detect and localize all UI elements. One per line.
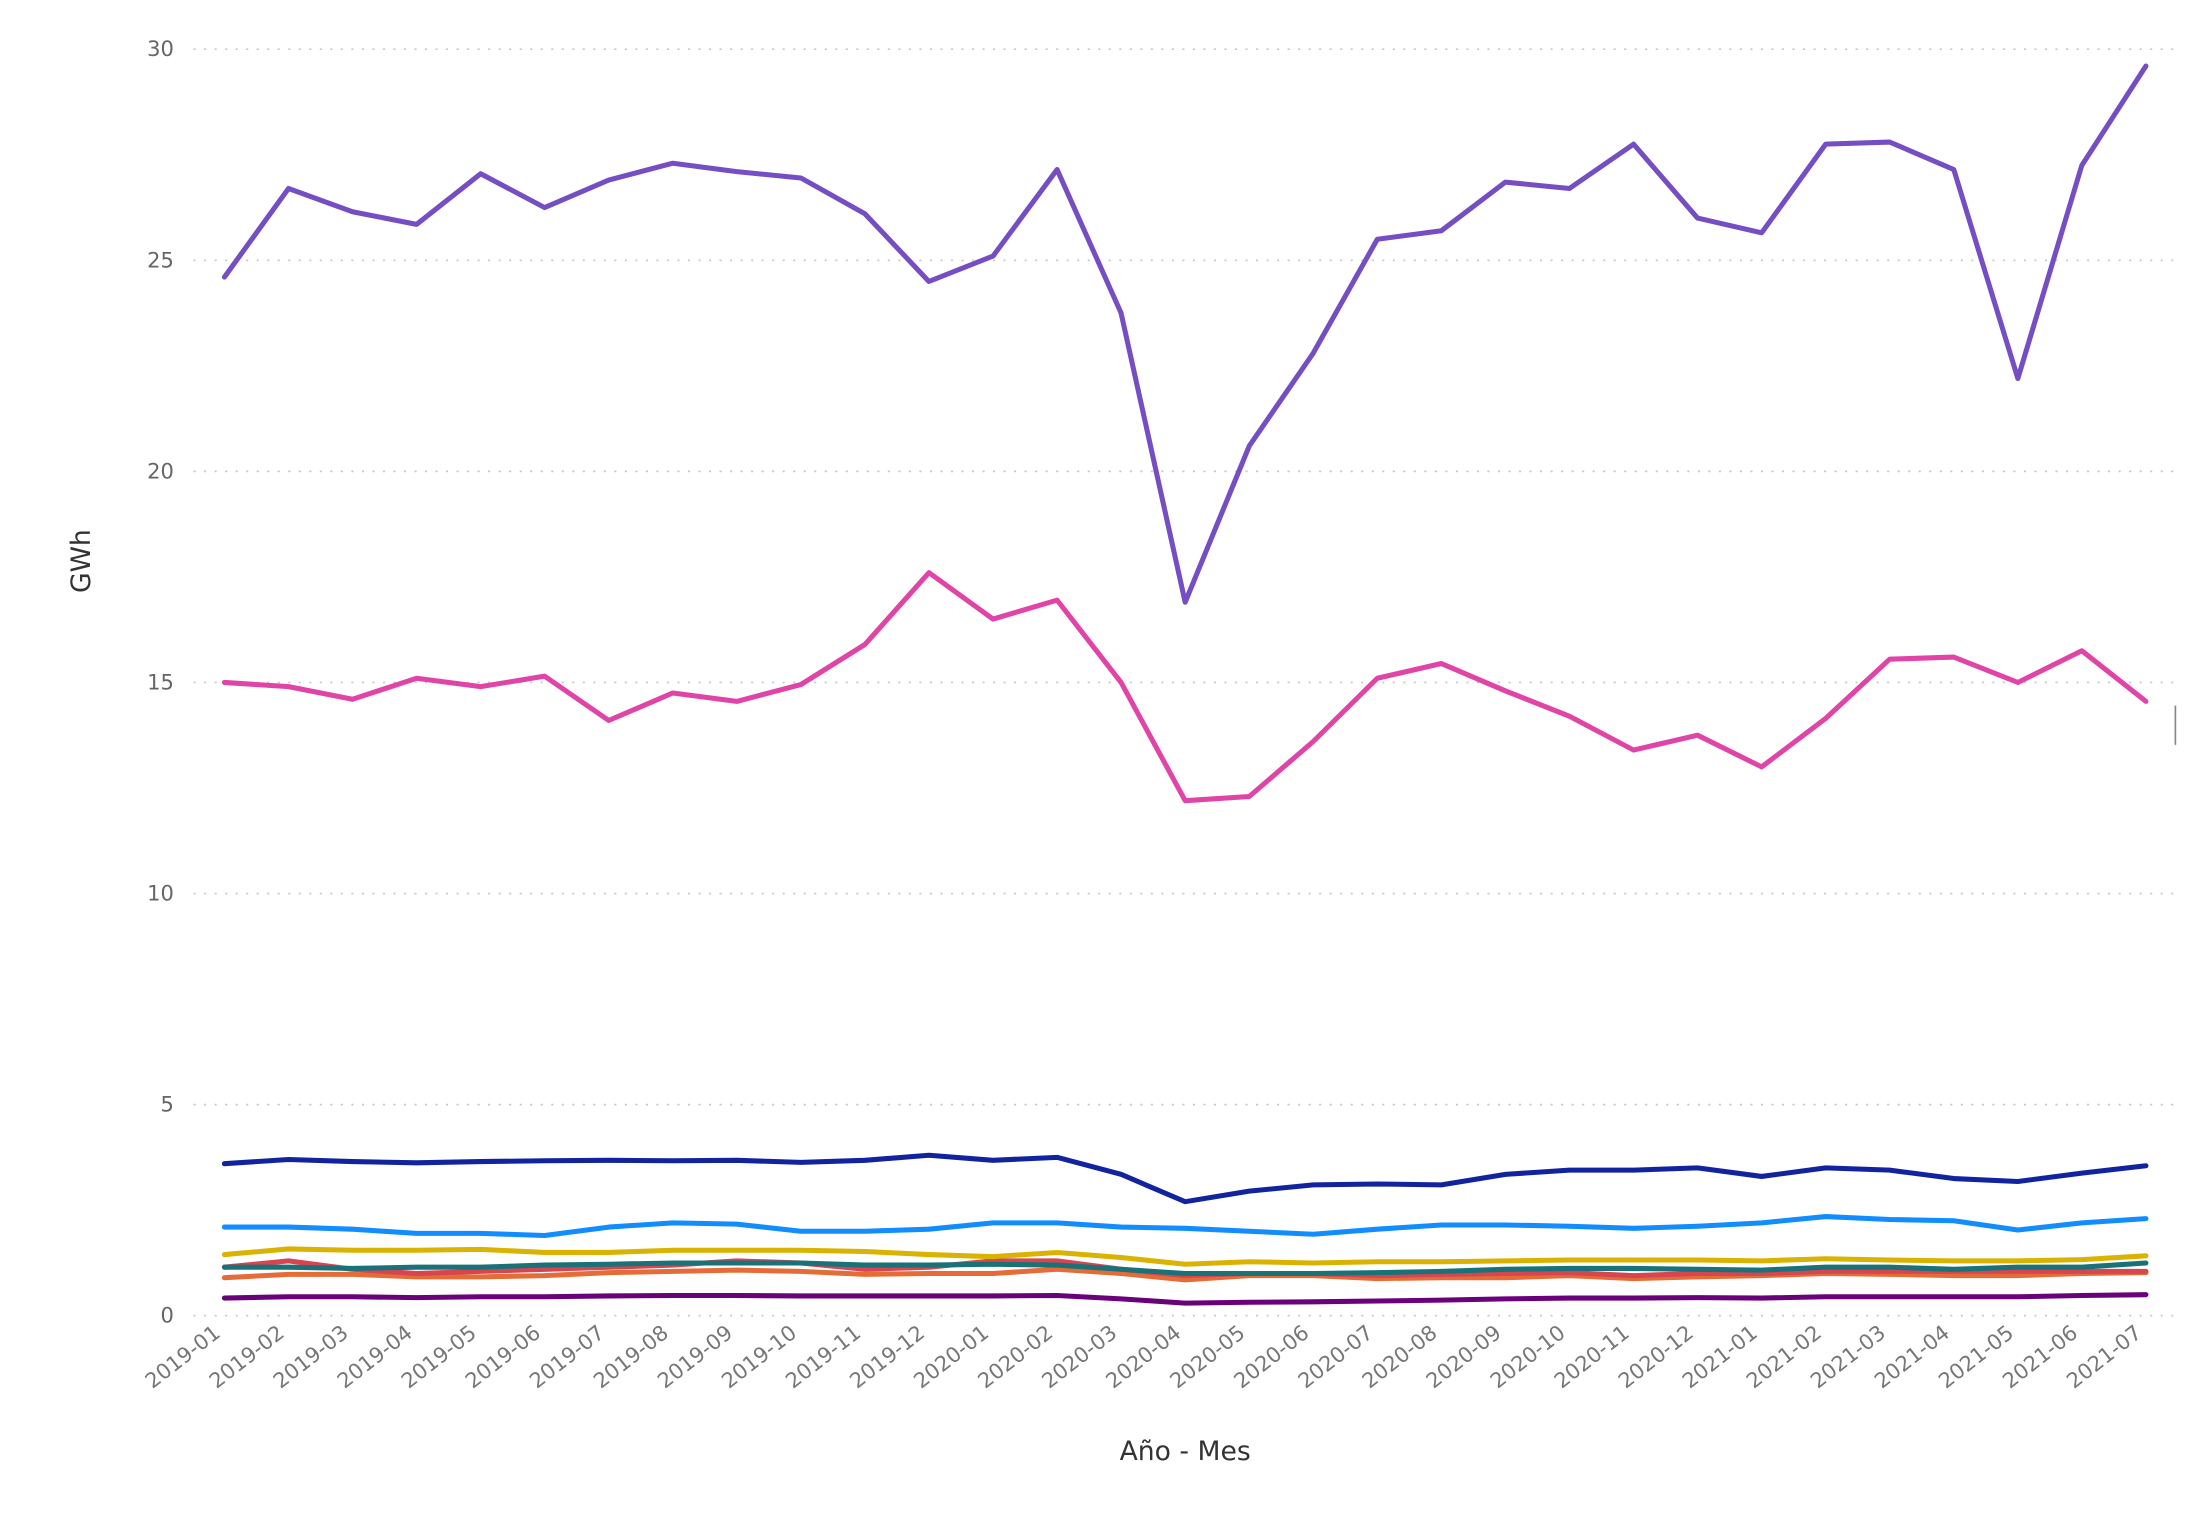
gridlines — [193, 48, 2177, 1317]
series-line-7[interactable] — [221, 1152, 2149, 1205]
y-tick-label: 20 — [147, 458, 174, 483]
y-axis-ticks: 0 5 10 15 20 25 30 — [147, 36, 174, 1328]
x-axis-ticks: 2019-012019-022019-032019-042019-052019-… — [140, 1320, 2146, 1394]
x-axis-title: Año - Mes — [1120, 1436, 1251, 1467]
y-tick-label: 30 — [147, 36, 174, 61]
series-line-4[interactable] — [221, 1260, 2149, 1277]
y-axis-title: GWh — [66, 529, 97, 593]
series-line-5[interactable] — [221, 1246, 2149, 1267]
series-line-1[interactable] — [221, 1292, 2149, 1306]
series-line-9[interactable] — [221, 63, 2149, 605]
y-tick-label: 15 — [147, 669, 174, 694]
series-line-6[interactable] — [221, 1214, 2149, 1239]
y-tick-label: 5 — [161, 1092, 174, 1117]
series-lines — [221, 63, 2149, 1306]
y-tick-label: 25 — [147, 247, 174, 272]
y-tick-label: 0 — [161, 1303, 174, 1328]
y-tick-label: 10 — [147, 881, 174, 906]
series-line-8[interactable] — [221, 570, 2149, 804]
